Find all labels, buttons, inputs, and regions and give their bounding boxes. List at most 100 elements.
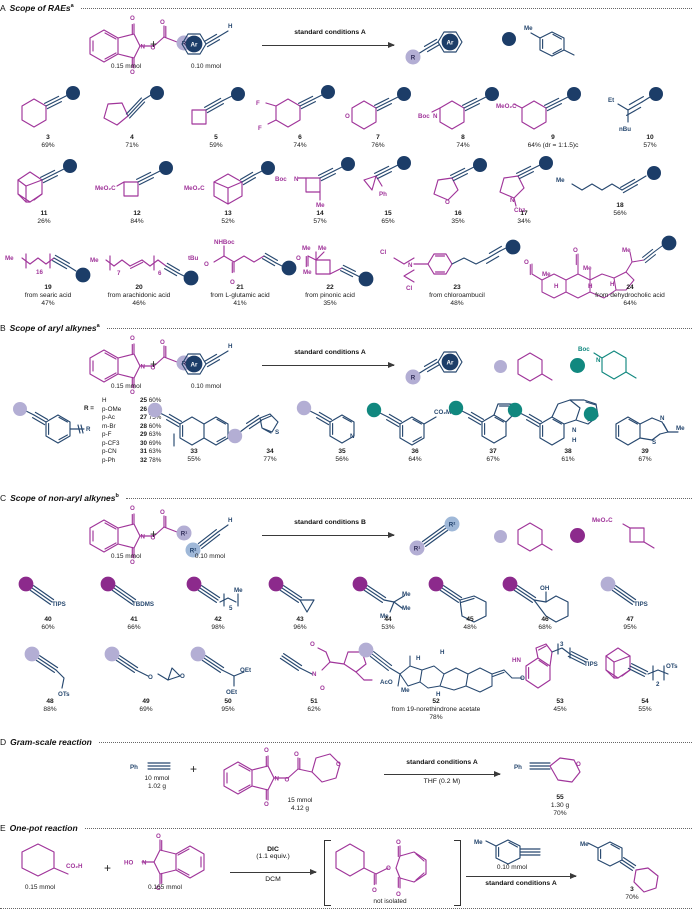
product-9-structure: MeO₂C [496, 87, 584, 134]
svg-text:O: O [130, 69, 135, 76]
ball-purple-legend-c [570, 528, 585, 543]
section-rule-d [98, 741, 692, 743]
rae-thp-d: O O O N O O [212, 744, 362, 810]
product-46-label: 46 68% [538, 616, 552, 632]
product-9-label: 9 64% (dr = 1:1.5)c [527, 134, 579, 150]
rae-structure-b: O O O N O R [78, 334, 218, 396]
svg-text:Me: Me [542, 271, 551, 278]
section-letter-a: A [0, 3, 6, 13]
svg-text:Ar: Ar [191, 361, 198, 368]
conditions-d-top: standard conditions A [406, 759, 478, 766]
product-33-structure [147, 402, 250, 454]
product-15-structure: Ph [356, 156, 432, 212]
svg-text:H: H [610, 281, 615, 288]
product-47-label: 47 95% [623, 616, 637, 632]
svg-text:Ar: Ar [447, 39, 454, 46]
nhpi-amount-e: 0.165 mmol [148, 884, 182, 891]
svg-text:F: F [256, 100, 260, 107]
svg-text:OEt: OEt [226, 689, 237, 696]
product-38-label: 38 61% [561, 448, 575, 464]
product-42-structure: Me 5 [182, 576, 262, 618]
reaction-arrow-e2 [466, 873, 577, 879]
svg-text:Ph: Ph [514, 764, 522, 771]
svg-text:H: H [572, 437, 577, 444]
svg-text:Ph: Ph [130, 764, 138, 771]
svg-text:O: O [151, 535, 156, 542]
svg-text:OTs: OTs [58, 691, 70, 698]
product-36-label: 36 64% [408, 448, 422, 464]
svg-text:O: O [160, 509, 165, 516]
svg-text:TBDMS: TBDMS [132, 601, 154, 608]
product-12-structure: MeO₂C [95, 161, 180, 212]
conditions-c: standard conditions B [294, 519, 366, 526]
section-rule-b [106, 327, 692, 329]
svg-text:O: O [524, 259, 529, 266]
svg-text:CO₂Me: CO₂Me [434, 409, 455, 416]
svg-text:O: O [386, 865, 391, 872]
section-letter-c: C [0, 493, 7, 503]
svg-text:S: S [652, 439, 656, 446]
svg-text:R: R [86, 426, 91, 433]
svg-text:Cbz: Cbz [514, 207, 525, 214]
product-24-label: 24 from dehydrocholic acid 64% [595, 284, 665, 308]
bracket-right-e [454, 840, 461, 906]
conditions-d-bottom: THF (0.2 M) [423, 778, 461, 785]
svg-text:H: H [588, 283, 593, 290]
r-table-prefix: R = [84, 405, 94, 412]
svg-text:R¹: R¹ [181, 530, 188, 537]
product-33-label: 33 55% [187, 448, 201, 464]
product-34-label: 34 77% [263, 448, 277, 464]
product-49-label: 49 69% [139, 698, 153, 714]
svg-text:O: O [160, 19, 165, 26]
product-7-structure: O [342, 87, 420, 134]
product-17-label: 17 34% [517, 210, 531, 226]
section-letter-d: D [0, 737, 7, 747]
svg-text:O: O [520, 675, 525, 682]
svg-text:O: O [345, 113, 350, 120]
product-3-final-e: Me [580, 836, 690, 898]
conditions-a: standard conditions A [294, 29, 366, 36]
plus-sign-b: + [150, 357, 158, 371]
product-14-structure: Boc N Me [272, 157, 368, 212]
svg-text:Me: Me [556, 177, 565, 184]
tolyl-legend-a: Me [524, 22, 594, 60]
svg-text:H: H [436, 691, 441, 698]
svg-text:Et: Et [608, 97, 614, 104]
conditions-e2: standard conditions A [485, 880, 557, 887]
product-11-label: 11 26% [37, 210, 51, 226]
svg-text:O: O [310, 641, 315, 648]
svg-text:N: N [142, 860, 147, 867]
product-24-structure: O O Me Me Me H H H [512, 228, 692, 304]
svg-text:R¹: R¹ [414, 545, 421, 552]
svg-text:N: N [275, 776, 280, 783]
svg-text:N: N [433, 113, 438, 120]
svg-text:CO₂H: CO₂H [66, 863, 83, 870]
aryl-alkyne-a: Ar H [168, 16, 244, 66]
product-52-structure: AcO Me H H H O [352, 640, 532, 702]
product-39-structure: N S Me [583, 398, 692, 456]
product-10-label: 10 57% [643, 134, 657, 150]
acid-amount-e: 0.15 mmol [24, 884, 56, 891]
conditions-e1-bottom: DCM [265, 876, 281, 883]
product-11-structure [12, 159, 92, 212]
product-18-structure: Me [556, 160, 676, 210]
svg-text:Me: Me [303, 269, 312, 276]
product-43-label: 43 96% [293, 616, 307, 632]
svg-text:H: H [554, 283, 559, 290]
ball-lavender-legend-b [494, 360, 507, 373]
svg-text:Cl: Cl [380, 249, 386, 256]
product-3-structure [16, 86, 86, 132]
product-7-label: 7 76% [371, 134, 385, 150]
phenylacetylene-d: Ph [122, 752, 192, 780]
svg-text:6: 6 [158, 270, 162, 277]
product-8-structure: N Boc [418, 87, 506, 134]
svg-text:2: 2 [656, 681, 660, 688]
svg-text:N: N [510, 197, 515, 204]
svg-text:F: F [258, 125, 262, 132]
rae-amount-a: 0.15 mmol [110, 63, 142, 70]
svg-text:5: 5 [229, 605, 233, 612]
svg-text:O: O [130, 15, 135, 22]
svg-text:R: R [411, 374, 416, 381]
product-14-label: 14 57% [313, 210, 327, 226]
